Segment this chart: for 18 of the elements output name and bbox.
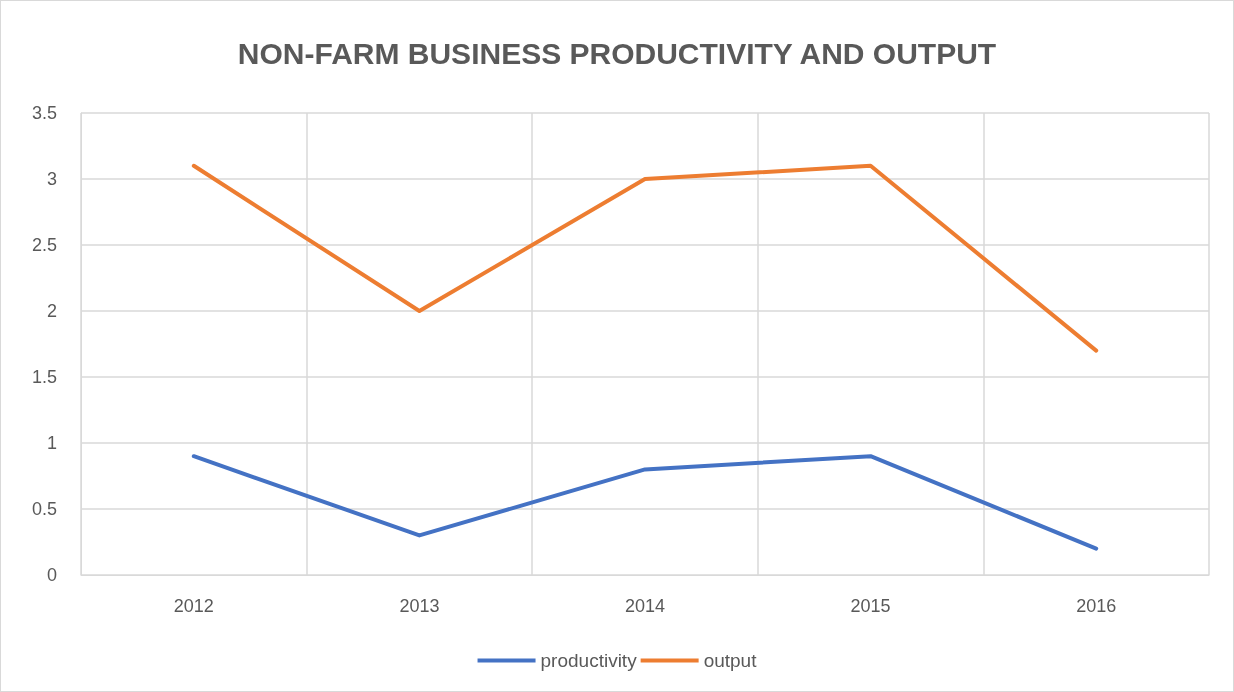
y-tick-label: 2 [46, 301, 57, 321]
y-tick-label: 3.5 [31, 103, 57, 123]
line-series [191, 163, 1099, 353]
x-tick-label: 2014 [624, 596, 666, 616]
legend-label: productivity [540, 650, 638, 671]
chart-title: NON-FARM BUSINESS PRODUCTIVITY AND OUTPUT [237, 36, 997, 70]
y-tick-label: 0 [46, 565, 57, 585]
x-tick-label: 2013 [399, 596, 440, 616]
legend-label: output [703, 650, 758, 671]
y-tick-label: 0.5 [31, 499, 57, 519]
y-tick-label: 3 [46, 169, 57, 189]
y-tick-label: 1 [46, 433, 57, 453]
x-tick-label: 2016 [1076, 596, 1117, 616]
y-tick-label: 1.5 [31, 367, 57, 387]
line-series [191, 454, 1099, 551]
y-tick-label: 2.5 [31, 235, 57, 255]
x-tick-label: 2015 [850, 596, 891, 616]
x-tick-label: 2012 [173, 596, 214, 616]
